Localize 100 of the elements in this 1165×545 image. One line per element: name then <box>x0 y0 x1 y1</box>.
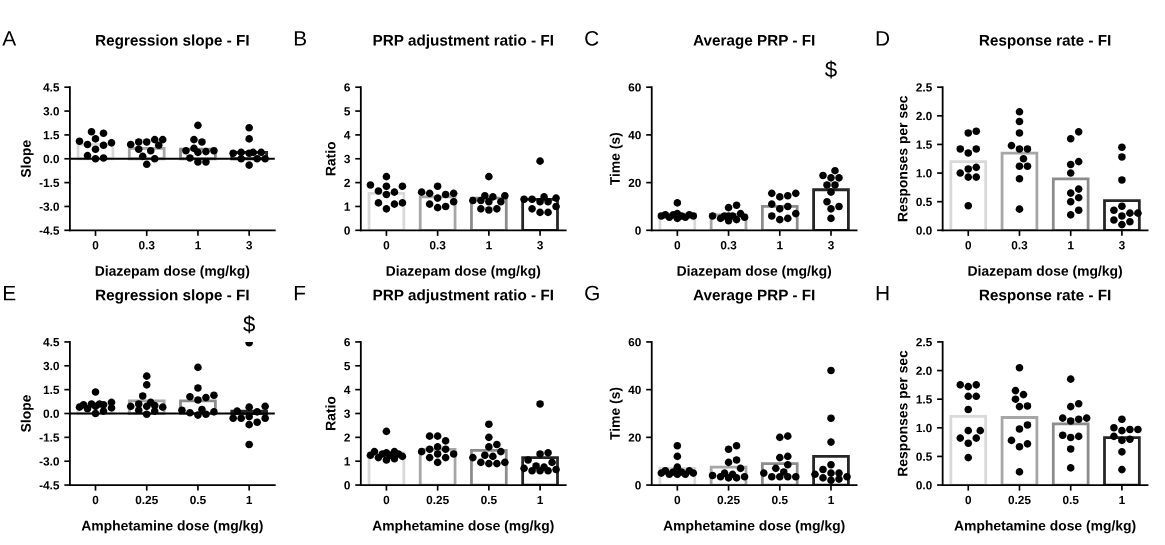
chart-title: Regression slope - FI <box>96 289 249 304</box>
y-tick-label: 0.5 <box>916 197 932 207</box>
y-tick-label: -4.5 <box>39 226 60 235</box>
x-axis-title: Amphetamine dose (mg/kg) <box>663 520 845 534</box>
y-tick-label: 5 <box>344 361 351 371</box>
text: $ <box>825 60 837 79</box>
y-tick-label: 4 <box>344 131 351 140</box>
chart-title: Average PRP - FI <box>693 289 815 304</box>
y-tick-label: 2 <box>344 178 350 187</box>
text: C <box>585 30 599 46</box>
y-tick-label: 0 <box>344 481 350 490</box>
y-axis-title: Ratio <box>325 141 336 176</box>
y-tick-label: 3 <box>344 409 350 418</box>
x-tick-label: 1 <box>828 495 834 505</box>
y-tick-label: 4 <box>344 385 351 394</box>
x-tick-label: 1 <box>486 241 492 250</box>
y-tick-label: 5 <box>344 107 351 116</box>
x-tick-label: 0.25 <box>717 495 740 505</box>
y-tick-label: 2 <box>344 433 350 442</box>
y-tick-label: 1 <box>344 457 351 466</box>
y-tick-label: 60 <box>628 337 641 347</box>
text: $ <box>243 315 255 334</box>
x-tick-label: 0.5 <box>772 495 788 505</box>
y-tick-label: 4.5 <box>43 338 60 347</box>
y-tick-label: 0 <box>344 226 350 235</box>
y-tick-label: 1 <box>344 202 351 211</box>
x-tick-label: 0 <box>92 241 99 250</box>
y-axis-title: Responses per sec <box>897 95 911 222</box>
y-tick-label: 3.0 <box>43 361 59 371</box>
y-tick-label: 4.5 <box>43 83 60 92</box>
chart-title: PRP adjustment ratio - FI <box>373 34 553 49</box>
y-tick-label: 6 <box>344 337 350 347</box>
chart-title: Regression slope - FI <box>96 34 249 49</box>
y-tick-label: -1.5 <box>39 178 60 187</box>
y-tick-label: -3.0 <box>39 202 59 211</box>
x-tick-label: 0 <box>965 495 972 505</box>
y-tick-label: 40 <box>628 130 641 140</box>
x-tick-label: 0.3 <box>720 241 737 250</box>
x-tick-label: 3 <box>537 241 543 250</box>
y-tick-label: 0.0 <box>916 226 932 235</box>
y-axis-title: Ratio <box>325 396 336 430</box>
x-tick-label: 1 <box>1068 241 1074 250</box>
x-tick-label: 1 <box>537 495 544 505</box>
y-tick-label: 0.0 <box>916 481 932 490</box>
y-tick-label: 1.5 <box>43 131 60 140</box>
chart-title: Response rate - FI <box>979 289 1111 304</box>
y-tick-label: 0.0 <box>43 409 59 418</box>
x-tick-label: 0.3 <box>138 241 155 250</box>
text: G <box>585 285 599 301</box>
text: E <box>4 285 16 301</box>
y-tick-label: 40 <box>628 385 641 395</box>
text: F <box>294 285 306 301</box>
y-tick-label: 1.5 <box>916 140 932 149</box>
x-tick-label: 0 <box>383 241 390 250</box>
y-tick-label: 1.0 <box>916 423 932 433</box>
text: A <box>2 31 17 46</box>
y-axis-title: Time (s) <box>609 387 623 440</box>
chart-title: Average PRP - FI <box>693 35 815 49</box>
x-tick-label: 3 <box>246 241 253 250</box>
x-tick-label: 0 <box>674 241 681 250</box>
x-tick-label: 1 <box>195 241 201 250</box>
x-tick-label: 3 <box>827 241 834 250</box>
y-axis-title: Slope <box>20 395 34 432</box>
y-axis-title: Time (s) <box>609 132 623 186</box>
x-tick-label: 0 <box>383 495 390 505</box>
x-tick-label: 1 <box>777 241 783 250</box>
x-tick-label: 0.5 <box>481 495 497 505</box>
x-tick-label: 0.25 <box>426 495 449 505</box>
y-tick-label: 0 <box>635 481 641 490</box>
y-tick-label: 2.5 <box>916 337 932 347</box>
text: D <box>876 31 890 46</box>
x-tick-label: 0 <box>965 241 972 250</box>
x-tick-label: 0.25 <box>135 495 158 505</box>
y-tick-label: 0 <box>635 226 641 235</box>
x-tick-label: 0.5 <box>1062 495 1079 505</box>
y-tick-label: 2.5 <box>916 83 932 92</box>
y-axis-title: Responses per sec <box>897 350 911 476</box>
y-tick-label: 3.0 <box>43 107 59 116</box>
x-axis-title: Diazepam dose (mg/kg) <box>968 265 1122 279</box>
y-tick-label: -1.5 <box>39 433 60 442</box>
y-tick-label: -4.5 <box>39 481 60 490</box>
x-axis-title: Amphetamine dose (mg/kg) <box>954 520 1136 534</box>
x-axis-title: Diazepam dose (mg/kg) <box>386 265 541 279</box>
y-tick-label: 20 <box>628 178 641 187</box>
y-tick-label: 2.0 <box>916 111 932 121</box>
chart-title: PRP adjustment ratio - FI <box>373 289 553 304</box>
y-tick-label: -3.0 <box>39 457 59 466</box>
y-tick-label: 6 <box>344 83 350 92</box>
y-tick-label: 2.0 <box>916 366 932 375</box>
y-tick-label: 1.5 <box>916 395 932 404</box>
x-tick-label: 1 <box>246 495 253 505</box>
x-tick-label: 3 <box>1118 241 1125 250</box>
x-axis-title: Diazepam dose (mg/kg) <box>95 265 250 279</box>
x-axis-title: Diazepam dose (mg/kg) <box>677 265 832 279</box>
x-tick-label: 0.3 <box>429 241 446 250</box>
x-tick-label: 0.3 <box>1011 241 1028 250</box>
x-tick-label: 1 <box>1119 495 1125 505</box>
y-tick-label: 3 <box>344 154 350 164</box>
y-tick-label: 1.5 <box>43 385 60 395</box>
y-tick-label: 1.0 <box>916 169 932 178</box>
